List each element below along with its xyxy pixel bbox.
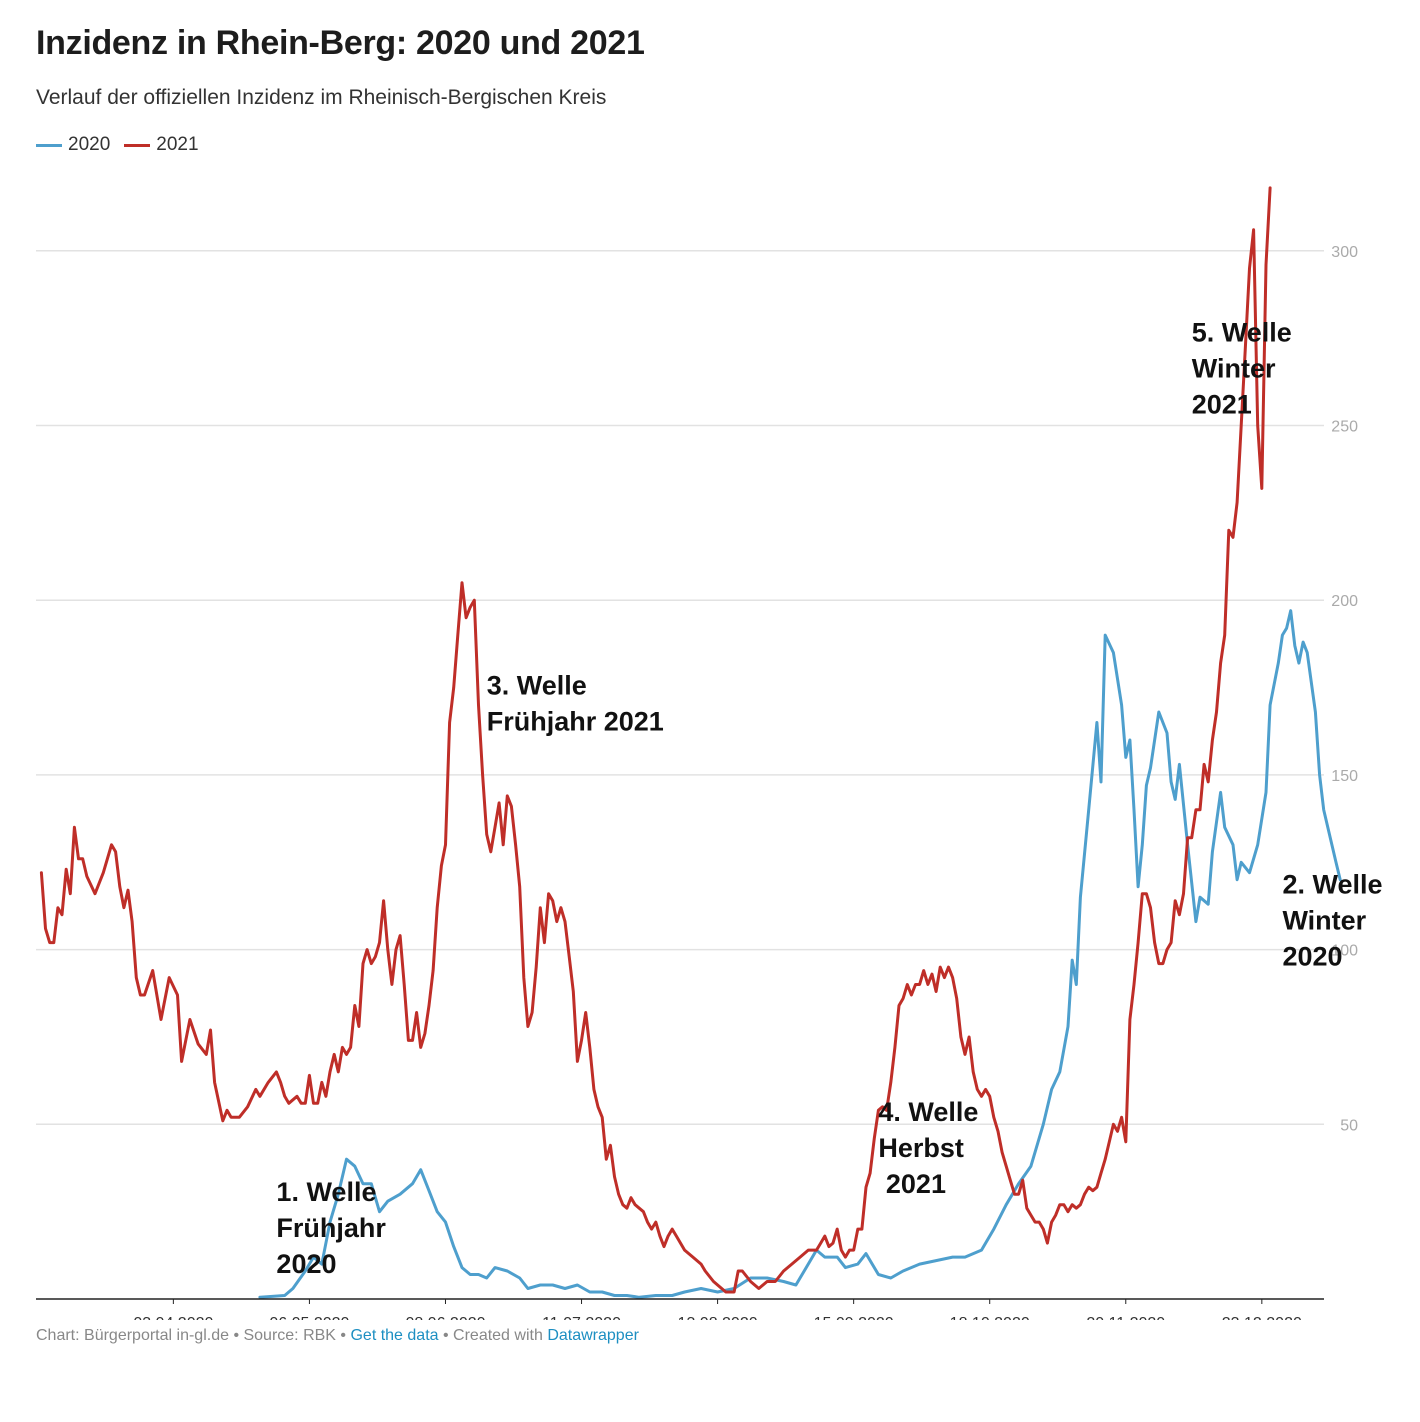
footer-separator: •	[442, 1327, 454, 1344]
axis-layer: 50 100 150 200 250 300 03.04.2020 06.05.2020 08.…	[36, 244, 1358, 1320]
grid-layer	[36, 250, 1324, 1126]
wave-annotation-line: Winter	[1282, 906, 1366, 936]
wave-annotation: 3. Welle Frühjahr 2021	[487, 671, 664, 737]
x-tick-label: 08.06.2020	[405, 1315, 485, 1320]
wave-annotation-line: 2. Welle	[1282, 870, 1382, 900]
y-tick-label: 200	[1331, 593, 1358, 610]
legend-swatch-2021	[124, 143, 151, 147]
series-line-2020	[258, 609, 1342, 1299]
series-layer	[39, 186, 1342, 1299]
wave-annotation-line: Winter	[1192, 354, 1276, 384]
footer-created-with: Created with	[453, 1327, 543, 1344]
get-data-link[interactable]: Get the data	[350, 1327, 439, 1344]
chart-title: Inzidenz in Rhein-Berg: 2020 und 2021	[36, 24, 645, 62]
footer-source: Source: RBK	[243, 1327, 336, 1344]
wave-annotation-line: 1. Welle	[276, 1177, 376, 1207]
x-tick-label: 03.04.2020	[133, 1315, 213, 1320]
legend-label-2020: 2020	[68, 134, 111, 155]
x-tick-label: 20.11.2020	[1086, 1315, 1165, 1320]
y-tick-label: 150	[1331, 768, 1358, 785]
wave-annotation-line: 2020	[1282, 942, 1342, 972]
legend-swatch-2020	[36, 143, 62, 147]
wave-annotation-line: Frühjahr	[276, 1213, 386, 1243]
wave-annotation: 2. Welle Winter 2020	[1282, 870, 1382, 972]
wave-annotation-line: 2021	[878, 1169, 946, 1199]
annotation-layer: 1. Welle Frühjahr 2020 2. Welle Winter 2020 3.…	[276, 318, 1382, 1280]
wave-annotation-line: 4. Welle	[878, 1097, 978, 1127]
wave-annotation-line: Herbst	[878, 1133, 964, 1163]
footer-credit: Chart: Bürgerportal in-gl.de	[36, 1327, 229, 1344]
footer-separator: •	[340, 1327, 351, 1344]
y-tick-label: 50	[1340, 1117, 1358, 1134]
x-tick-label: 13.08.2020	[678, 1315, 758, 1320]
x-tick-label: 06.05.2020	[269, 1315, 349, 1320]
wave-annotation: 1. Welle Frühjahr 2020	[276, 1177, 386, 1279]
x-tick-label: 18.10.2020	[950, 1315, 1030, 1320]
wave-annotation-line: 5. Welle	[1192, 318, 1292, 348]
series-line-2021	[39, 186, 1272, 1294]
x-tick-label: 15.09.2020	[814, 1315, 894, 1320]
y-tick-label: 300	[1331, 244, 1358, 261]
wave-annotation-line: Frühjahr 2021	[487, 707, 664, 737]
wave-annotation: 5. Welle Winter 2021	[1192, 318, 1292, 420]
y-tick-label: 250	[1331, 419, 1358, 436]
legend-item-2020: 2020	[36, 134, 110, 156]
line-chart: 50 100 150 200 250 300 03.04.2020 06.05.2020 08.…	[36, 186, 1383, 1320]
datawrapper-link[interactable]: Datawrapper	[547, 1327, 639, 1344]
wave-annotation-line: 3. Welle	[487, 671, 587, 701]
x-tick-label: 23.12.2020	[1222, 1315, 1302, 1320]
legend-item-2021: 2021	[124, 134, 199, 156]
footer-separator: •	[233, 1327, 244, 1344]
chart-subtitle: Verlauf der offiziellen Inzidenz im Rhei…	[36, 86, 607, 109]
wave-annotation-line: 2021	[1192, 390, 1252, 420]
wave-annotation-line: 2020	[276, 1249, 336, 1279]
legend: 2020 2021	[36, 134, 199, 156]
y-tick-label: 100	[1331, 943, 1358, 960]
x-tick-label: 11.07.2020	[542, 1315, 621, 1320]
footer: Chart: Bürgerportal in-gl.de • Source: R…	[36, 1327, 639, 1345]
wave-annotation: 4. Welle Herbst 2021	[878, 1097, 978, 1199]
legend-label-2021: 2021	[156, 134, 199, 155]
